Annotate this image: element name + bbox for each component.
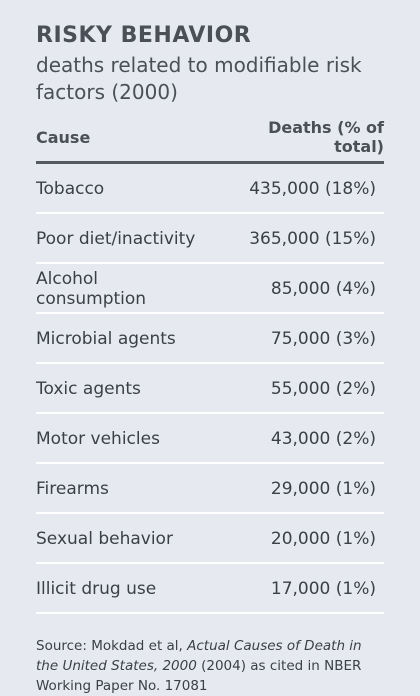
table-row: Tobacco 435,000 (18%) bbox=[36, 162, 384, 214]
table-row: Illicit drug use 17,000 (1%) bbox=[36, 563, 384, 614]
cell-deaths: 20,000 (1%) bbox=[213, 513, 384, 564]
table-row: Alcohol consumption 85,000 (4%) bbox=[36, 263, 384, 314]
source-note: Source: Mokdad et al, Actual Causes of D… bbox=[36, 636, 386, 696]
cell-cause: Firearms bbox=[36, 463, 214, 514]
risky-behavior-card: RISKY BEHAVIOR deaths related to modifia… bbox=[36, 23, 384, 694]
table-row: Motor vehicles 43,000 (2%) bbox=[36, 413, 384, 464]
table-row: Sexual behavior 20,000 (1%) bbox=[36, 513, 384, 564]
cell-cause: Motor vehicles bbox=[36, 413, 214, 464]
cell-deaths: 75,000 (3%) bbox=[213, 313, 384, 364]
cell-cause: Poor diet/inactivity bbox=[36, 213, 214, 264]
cell-cause: Tobacco bbox=[36, 162, 214, 214]
cell-deaths: 365,000 (15%) bbox=[213, 213, 384, 264]
table-body: Tobacco 435,000 (18%) Poor diet/inactivity… bbox=[36, 162, 384, 614]
table-row: Toxic agents 55,000 (2%) bbox=[36, 363, 384, 414]
cell-cause: Illicit drug use bbox=[36, 563, 214, 614]
cell-cause: Microbial agents bbox=[36, 313, 214, 364]
column-header-deaths: Deaths (% of total) bbox=[213, 112, 384, 164]
table-header: Cause Deaths (% of total) bbox=[36, 112, 384, 164]
cell-deaths: 55,000 (2%) bbox=[213, 363, 384, 414]
chart-title: RISKY BEHAVIOR bbox=[36, 23, 252, 48]
chart-subtitle: deaths related to modifiable risk factor… bbox=[36, 53, 362, 104]
cell-deaths: 435,000 (18%) bbox=[213, 162, 384, 214]
cell-cause: Alcohol consumption bbox=[36, 263, 214, 314]
table-row: Poor diet/inactivity 365,000 (15%) bbox=[36, 213, 384, 264]
column-header-cause: Cause bbox=[36, 112, 214, 164]
cell-deaths: 29,000 (1%) bbox=[213, 463, 384, 514]
source-prefix: Source: Mokdad et al, bbox=[36, 638, 188, 654]
table-header-row: Cause Deaths (% of total) bbox=[36, 112, 384, 164]
cell-cause: Toxic agents bbox=[36, 363, 214, 414]
table-row: Firearms 29,000 (1%) bbox=[36, 463, 384, 514]
cell-deaths: 17,000 (1%) bbox=[213, 563, 384, 614]
cell-deaths: 85,000 (4%) bbox=[213, 263, 384, 314]
table-row: Microbial agents 75,000 (3%) bbox=[36, 313, 384, 364]
cell-deaths: 43,000 (2%) bbox=[213, 413, 384, 464]
cell-cause: Sexual behavior bbox=[36, 513, 214, 564]
risk-factors-table: Cause Deaths (% of total) Tobacco 435,000… bbox=[36, 112, 384, 614]
